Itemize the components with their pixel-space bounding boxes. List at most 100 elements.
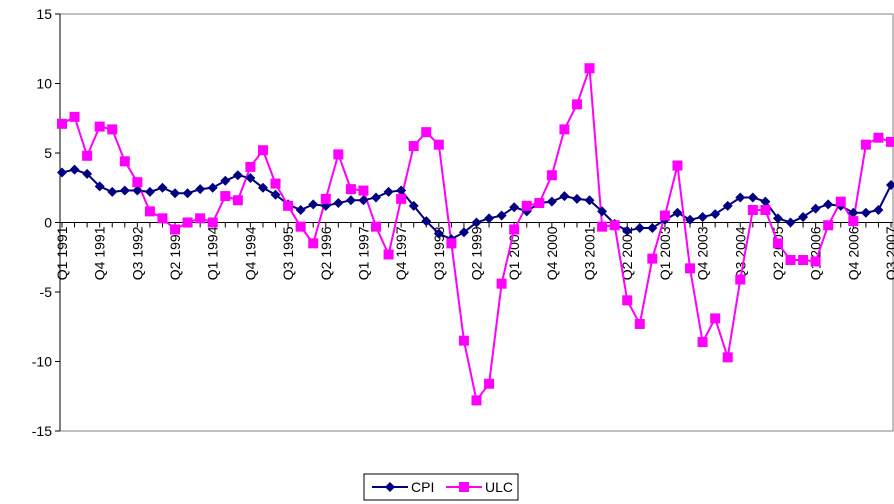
data-point <box>82 150 93 161</box>
data-point <box>119 185 130 196</box>
x-tick-label: Q1 1991 <box>54 226 70 280</box>
data-point <box>571 193 582 204</box>
data-point <box>710 209 721 220</box>
x-tick-label: Q1 2003 <box>657 226 673 280</box>
data-point <box>345 184 356 195</box>
data-point <box>860 139 871 150</box>
data-point <box>810 256 821 267</box>
data-point <box>735 192 746 203</box>
x-tick-label: Q3 1995 <box>280 226 296 280</box>
data-point <box>220 175 231 186</box>
x-tick-label: Q4 1994 <box>242 226 258 280</box>
data-point <box>634 223 645 234</box>
data-point <box>107 124 118 135</box>
x-tick-label: Q2 1999 <box>469 226 485 280</box>
data-point <box>270 178 281 189</box>
data-point <box>396 193 407 204</box>
data-point <box>722 200 733 211</box>
data-point <box>270 189 281 200</box>
x-tick-label: Q3 2001 <box>582 226 598 280</box>
data-point <box>82 168 93 179</box>
x-tick-label: Q1 1994 <box>205 226 221 280</box>
data-point <box>622 225 633 236</box>
data-point <box>295 204 306 215</box>
data-point <box>697 211 708 222</box>
data-point <box>609 220 620 231</box>
data-point <box>333 149 344 160</box>
data-point <box>446 238 457 249</box>
data-point <box>232 170 243 181</box>
data-point <box>371 192 382 203</box>
data-point <box>685 214 696 225</box>
data-point <box>257 182 268 193</box>
data-point <box>132 177 143 188</box>
data-point <box>182 188 193 199</box>
data-point <box>195 184 206 195</box>
data-point <box>232 195 243 206</box>
data-point <box>421 127 432 138</box>
data-point <box>785 255 796 266</box>
data-point <box>597 221 608 232</box>
data-point <box>672 207 683 218</box>
data-point <box>835 196 846 207</box>
x-tick-label: Q4 1997 <box>393 226 409 280</box>
data-point <box>308 199 319 210</box>
data-point <box>571 99 582 110</box>
data-point <box>559 191 570 202</box>
data-point <box>496 210 507 221</box>
data-point <box>484 378 495 389</box>
data-point <box>860 207 871 218</box>
data-point <box>383 186 394 197</box>
data-point <box>283 200 294 211</box>
legend-marker <box>385 482 395 492</box>
data-point <box>345 195 356 206</box>
x-tick-label: Q1 2000 <box>506 226 522 280</box>
data-point <box>735 274 746 285</box>
data-point <box>597 206 608 217</box>
data-point <box>220 191 231 202</box>
data-point <box>207 217 218 228</box>
data-point <box>509 202 520 213</box>
x-tick-label: Q3 2007 <box>883 226 894 280</box>
data-point <box>559 124 570 135</box>
x-tick-label: Q3 1998 <box>431 226 447 280</box>
data-point <box>383 249 394 260</box>
data-point <box>94 121 105 132</box>
data-point <box>257 145 268 156</box>
data-point <box>647 223 658 234</box>
x-tick-label: Q2 2002 <box>619 226 635 280</box>
legend-label: CPI <box>411 479 434 495</box>
data-point <box>747 192 758 203</box>
data-point <box>94 181 105 192</box>
data-point <box>408 200 419 211</box>
data-point <box>848 216 859 227</box>
data-point <box>634 318 645 329</box>
data-point <box>57 118 67 129</box>
data-point <box>308 238 319 249</box>
data-point <box>785 217 796 228</box>
data-point <box>772 213 783 224</box>
data-point <box>144 186 155 197</box>
data-point <box>873 132 884 143</box>
data-point <box>509 224 520 235</box>
data-point <box>245 173 256 184</box>
data-point <box>584 195 595 206</box>
data-point <box>421 216 432 227</box>
y-tick-label: 15 <box>36 6 52 22</box>
x-tick-label: Q4 2000 <box>544 226 560 280</box>
data-point <box>144 206 155 217</box>
data-point <box>886 179 894 190</box>
data-point <box>722 352 733 363</box>
data-point <box>747 204 758 215</box>
y-tick-label: -5 <box>40 284 53 300</box>
data-point <box>584 63 595 74</box>
legend-marker <box>459 482 469 492</box>
x-tick-label: Q1 2006 <box>808 226 824 280</box>
data-point <box>760 204 771 215</box>
x-tick-label: Q3 1992 <box>129 226 145 280</box>
data-point <box>760 196 771 207</box>
data-point <box>57 167 67 178</box>
data-point <box>798 211 809 222</box>
data-point <box>245 161 256 172</box>
data-point <box>886 136 894 147</box>
